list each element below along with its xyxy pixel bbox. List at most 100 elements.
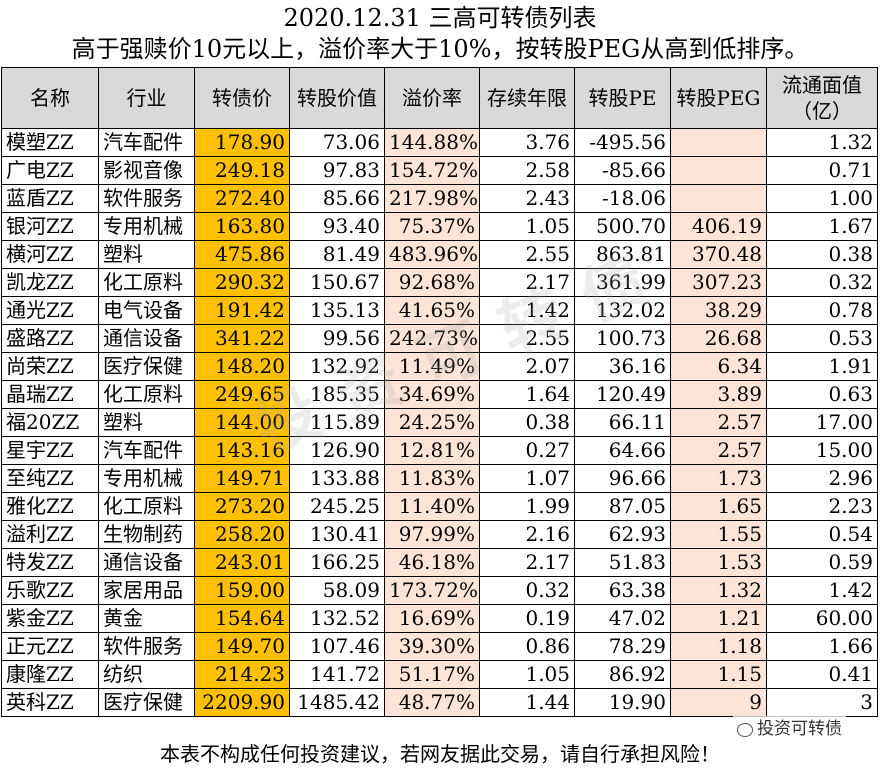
table-body: 模塑ZZ 汽车配件 178.90 73.06 144.88% 3.76 -495.56 1.3…: [1, 128, 878, 717]
cell-name: 模塑ZZ: [1, 128, 99, 157]
cell-remaining-years: 2.58: [479, 156, 575, 185]
cell-conversion-value: 58.09: [289, 576, 385, 605]
cell-conversion-value: 97.83: [289, 156, 385, 185]
table-row: 英科ZZ 医疗保健 2209.90 1485.42 48.77% 1.44 19.90 9 3: [1, 688, 878, 717]
cell-bond-price: 243.01: [194, 548, 290, 577]
cell-conversion-peg: [670, 184, 767, 213]
cell-remaining-years: 2.16: [479, 520, 575, 549]
cell-industry: 纺织: [98, 660, 195, 689]
cell-premium-rate: 24.25%: [384, 408, 480, 437]
cell-conversion-peg: 38.29: [670, 296, 767, 325]
cell-industry: 塑料: [98, 408, 195, 437]
cell-industry: 软件服务: [98, 184, 195, 213]
cell-industry: 医疗保健: [98, 352, 195, 381]
cell-name: 紫金ZZ: [1, 604, 99, 633]
cell-name: 横河ZZ: [1, 240, 99, 269]
cell-float-amount: 1.66: [766, 632, 878, 661]
cell-name: 蓝盾ZZ: [1, 184, 99, 213]
cell-conversion-peg: 1.32: [670, 576, 767, 605]
table-row: 特发ZZ 通信设备 243.01 166.25 46.18% 2.17 51.83 1.53 0…: [1, 548, 878, 577]
cell-conversion-pe: -495.56: [574, 128, 671, 157]
cell-conversion-pe: 96.66: [574, 464, 671, 493]
header-bond-price: 转债价: [194, 67, 290, 129]
cell-premium-rate: 154.72%: [384, 156, 480, 185]
cell-conversion-peg: 2.57: [670, 436, 767, 465]
cell-remaining-years: 1.64: [479, 380, 575, 409]
cell-industry: 医疗保健: [98, 688, 195, 717]
cell-remaining-years: 1.44: [479, 688, 575, 717]
cell-premium-rate: 92.68%: [384, 268, 480, 297]
cell-conversion-pe: 87.05: [574, 492, 671, 521]
cell-industry: 专用机械: [98, 212, 195, 241]
cell-remaining-years: 0.27: [479, 436, 575, 465]
cell-name: 通光ZZ: [1, 296, 99, 325]
cell-float-amount: 0.54: [766, 520, 878, 549]
header-float-amount: 流通面值（亿）: [766, 67, 878, 129]
cell-remaining-years: 0.19: [479, 604, 575, 633]
cell-conversion-pe: 100.73: [574, 324, 671, 353]
cell-name: 雅化ZZ: [1, 492, 99, 521]
cell-premium-rate: 483.96%: [384, 240, 480, 269]
cell-name: 康隆ZZ: [1, 660, 99, 689]
cell-remaining-years: 2.17: [479, 548, 575, 577]
cell-remaining-years: 2.55: [479, 240, 575, 269]
cell-name: 晶瑞ZZ: [1, 380, 99, 409]
cell-conversion-pe: 361.99: [574, 268, 671, 297]
cell-premium-rate: 12.81%: [384, 436, 480, 465]
cell-float-amount: 15.00: [766, 436, 878, 465]
cell-float-amount: 0.38: [766, 240, 878, 269]
cell-conversion-pe: 500.70: [574, 212, 671, 241]
cell-bond-price: 249.65: [194, 380, 290, 409]
cell-float-amount: 0.71: [766, 156, 878, 185]
cell-industry: 通信设备: [98, 324, 195, 353]
header-name: 名称: [1, 67, 99, 129]
cell-name: 广电ZZ: [1, 156, 99, 185]
cell-name: 乐歌ZZ: [1, 576, 99, 605]
cell-conversion-pe: 19.90: [574, 688, 671, 717]
table-row: 星宇ZZ 汽车配件 143.16 126.90 12.81% 0.27 64.66 2.57 1…: [1, 436, 878, 465]
cell-conversion-pe: 86.92: [574, 660, 671, 689]
cell-industry: 软件服务: [98, 632, 195, 661]
cell-conversion-value: 99.56: [289, 324, 385, 353]
table-row: 雅化ZZ 化工原料 273.20 245.25 11.40% 1.99 87.05 1.65 2…: [1, 492, 878, 521]
cell-float-amount: 1.00: [766, 184, 878, 213]
cell-industry: 黄金: [98, 604, 195, 633]
cell-remaining-years: 2.43: [479, 184, 575, 213]
header-industry: 行业: [98, 67, 195, 129]
page-subtitle: 高于强赎价10元以上，溢价率大于10%，按转股PEG从高到低排序。: [71, 35, 809, 63]
cell-conversion-peg: 1.65: [670, 492, 767, 521]
cell-conversion-value: 85.66: [289, 184, 385, 213]
convertible-bond-table: 名称 行业 转债价 转股价值 溢价率 存续年限 转股PE 转股PEG 流通面值（…: [1, 67, 878, 717]
cell-float-amount: 60.00: [766, 604, 878, 633]
table-row: 横河ZZ 塑料 475.86 81.49 483.96% 2.55 863.81 370.48…: [1, 240, 878, 269]
cell-remaining-years: 2.07: [479, 352, 575, 381]
cell-premium-rate: 41.65%: [384, 296, 480, 325]
cell-premium-rate: 144.88%: [384, 128, 480, 157]
cell-remaining-years: 0.32: [479, 576, 575, 605]
cell-conversion-peg: 1.55: [670, 520, 767, 549]
cell-conversion-pe: 78.29: [574, 632, 671, 661]
cell-float-amount: 0.32: [766, 268, 878, 297]
cell-conversion-pe: -18.06: [574, 184, 671, 213]
cell-float-amount: 3: [766, 688, 878, 717]
cell-premium-rate: 75.37%: [384, 212, 480, 241]
cell-bond-price: 163.80: [194, 212, 290, 241]
cell-name: 星宇ZZ: [1, 436, 99, 465]
cell-industry: 电气设备: [98, 296, 195, 325]
cell-conversion-peg: 2.57: [670, 408, 767, 437]
cell-remaining-years: 1.05: [479, 660, 575, 689]
cell-industry: 化工原料: [98, 380, 195, 409]
cell-conversion-peg: 26.68: [670, 324, 767, 353]
cell-bond-price: 159.00: [194, 576, 290, 605]
cell-name: 英科ZZ: [1, 688, 99, 717]
cell-name: 福20ZZ: [1, 408, 99, 437]
cell-bond-price: 2209.90: [194, 688, 290, 717]
cell-conversion-peg: [670, 128, 767, 157]
cell-bond-price: 191.42: [194, 296, 290, 325]
cell-name: 尚荣ZZ: [1, 352, 99, 381]
cell-industry: 汽车配件: [98, 436, 195, 465]
cell-remaining-years: 0.38: [479, 408, 575, 437]
cell-conversion-peg: 6.34: [670, 352, 767, 381]
cell-conversion-peg: 1.21: [670, 604, 767, 633]
cell-conversion-value: 81.49: [289, 240, 385, 269]
